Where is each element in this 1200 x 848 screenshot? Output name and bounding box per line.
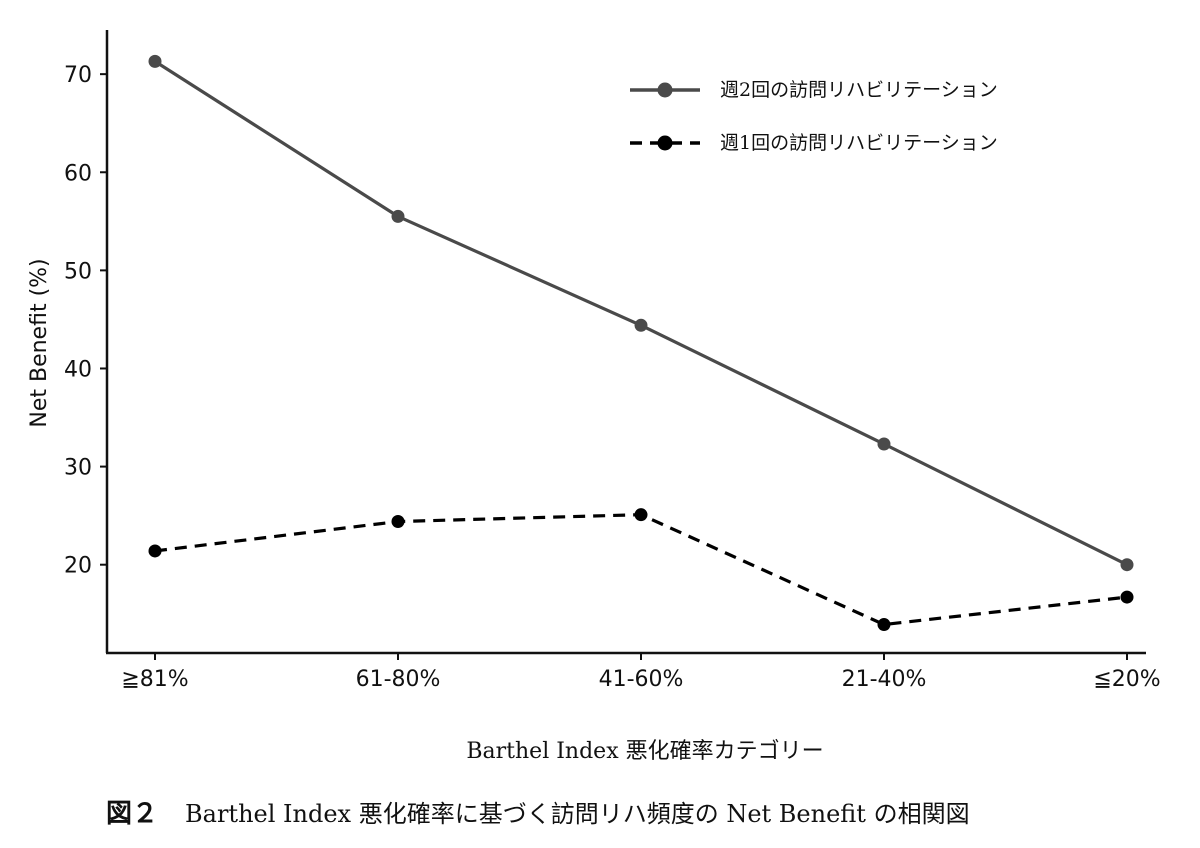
y-ticks: 20 30 40 50 60 70 [64,63,107,579]
series-line-1 [154,513,1128,627]
x-tick-label: ≦20% [1093,667,1160,692]
y-tick-label: 50 [64,259,92,284]
series-0-point [148,54,162,68]
x-tick-label: 61-80% [356,667,441,692]
caption-text: Barthel Index 悪化確率に基づく訪問リハ頻度の Net Benefi… [185,800,970,828]
series-1-point [391,515,405,529]
series-1-point [877,618,891,632]
x-tick-label: 21-40% [842,667,927,692]
axes-layer [105,30,1146,655]
series-0-point [634,318,648,332]
series-0-point [877,437,891,451]
y-tick-label: 60 [64,161,92,186]
y-axis-label: Net Benefit (%) [27,258,52,427]
legend: 週2回の訪問リハビリテーション 週1回の訪問リハビリテーション [630,79,998,154]
y-tick-label: 30 [64,456,92,481]
figure-caption: 図２ Barthel Index 悪化確率に基づく訪問リハ頻度の Net Ben… [106,799,970,829]
caption-prefix: 図２ [106,799,158,829]
x-tick-label: ≧81% [121,667,188,692]
legend-label-0: 週2回の訪問リハビリテーション [720,79,998,101]
y-tick-label: 20 [64,554,92,579]
legend-marker-dot-0 [657,82,673,98]
series-layer [148,54,1134,632]
y-tick-label: 40 [64,357,92,382]
series-1-point [634,508,648,522]
x-tick-label: 41-60% [599,667,684,692]
x-ticks: ≧81% 61-80% 41-60% 21-40% ≦20% [121,653,1161,692]
series-0-point [1120,558,1134,572]
x-axis-label: Barthel Index 悪化確率カテゴリー [466,739,823,764]
legend-marker-dot-1 [657,135,673,151]
series-0-point [391,209,405,223]
y-tick-label: 70 [64,63,92,88]
series-1-point [1120,590,1134,604]
legend-label-1: 週1回の訪問リハビリテーション [720,132,998,154]
series-1-point [148,544,162,558]
